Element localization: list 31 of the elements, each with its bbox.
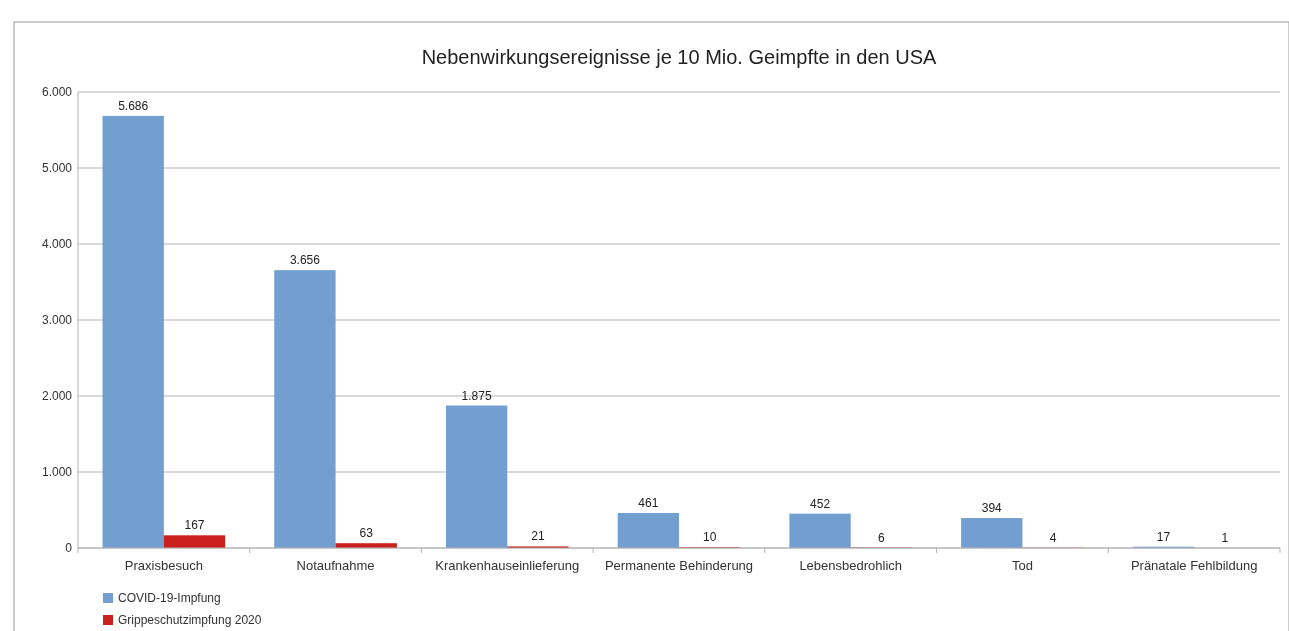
- x-tick-label: Notaufnahme: [296, 558, 375, 573]
- x-tick-label: Krankenhauseinlieferung: [435, 558, 580, 573]
- data-label: 21: [531, 529, 545, 544]
- data-label: 394: [981, 501, 1003, 516]
- data-label: 1.875: [461, 388, 492, 403]
- data-label: 10: [702, 530, 717, 545]
- data-label: 17: [1156, 529, 1171, 544]
- y-tick-label: 0: [65, 541, 73, 556]
- y-tick-label: 6.000: [41, 85, 73, 100]
- data-label: 3.656: [289, 253, 321, 268]
- y-tick-label: 1.000: [41, 465, 73, 480]
- data-label: 5.686: [118, 98, 149, 113]
- x-tick-label: Tod: [1011, 558, 1033, 573]
- data-label: 167: [184, 518, 205, 533]
- x-tick-label: Pränatale Fehlbildung: [1130, 558, 1258, 573]
- data-label: 6: [878, 530, 886, 545]
- data-label: 461: [638, 495, 659, 510]
- x-tick-label: Permanente Behinderung: [604, 558, 754, 573]
- y-tick-label: 3.000: [41, 313, 73, 328]
- data-label: 452: [810, 496, 831, 511]
- data-label: 63: [359, 526, 374, 541]
- legend-label: Grippeschutzimpfung 2020: [118, 613, 262, 628]
- legend-label: COVID-19-Impfung: [118, 591, 221, 606]
- y-tick-label: 5.000: [41, 161, 73, 176]
- x-tick-label: Praxisbesuch: [124, 558, 203, 573]
- chart-title: Nebenwirkungsereignisse je 10 Mio. Geimpfte in den USA: [421, 46, 938, 68]
- y-tick-label: 4.000: [41, 237, 73, 252]
- y-tick-label: 2.000: [41, 389, 73, 404]
- data-label: 1: [1221, 530, 1229, 545]
- data-label: 4: [1049, 530, 1057, 545]
- x-tick-label: Lebensbedrohlich: [799, 558, 903, 573]
